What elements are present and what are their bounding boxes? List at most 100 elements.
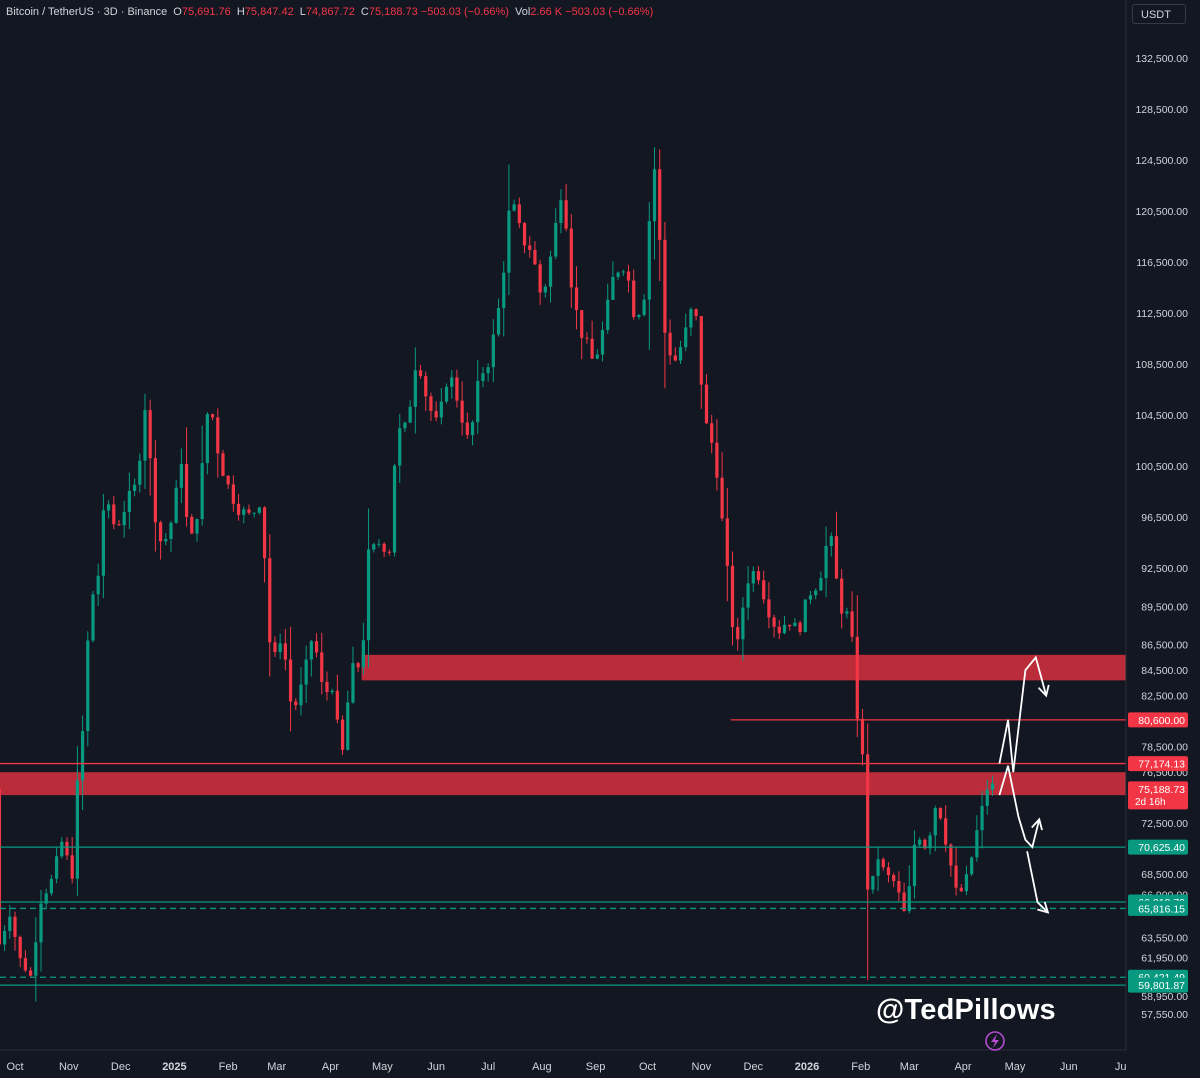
y-tick-label: 61,950.00 bbox=[1141, 953, 1188, 965]
candle bbox=[179, 448, 183, 504]
candle bbox=[699, 316, 703, 409]
candle bbox=[299, 667, 303, 716]
candle bbox=[814, 588, 818, 600]
candle bbox=[730, 551, 735, 646]
candle bbox=[158, 520, 163, 560]
resistance-zone-0[interactable] bbox=[361, 654, 1126, 681]
candle bbox=[86, 631, 90, 747]
y-tick-label: 58,950.00 bbox=[1141, 991, 1188, 1003]
x-tick-label: Oct bbox=[639, 1061, 656, 1073]
candle bbox=[782, 615, 787, 635]
candle bbox=[34, 917, 38, 1002]
candle bbox=[309, 639, 313, 677]
y-tick-label: 78,500.00 bbox=[1141, 742, 1188, 754]
candle bbox=[886, 862, 891, 883]
candle bbox=[720, 452, 724, 522]
candle bbox=[569, 214, 573, 308]
candle bbox=[138, 453, 142, 493]
candle bbox=[606, 283, 610, 334]
candle bbox=[392, 463, 397, 557]
resistance-zone-1[interactable] bbox=[0, 772, 1126, 796]
candle bbox=[470, 420, 475, 446]
candle bbox=[268, 534, 272, 677]
level-price-tag-0: 80,600.00 bbox=[1128, 712, 1188, 728]
x-tick-label: Feb bbox=[219, 1061, 238, 1073]
candle bbox=[736, 617, 740, 651]
candle bbox=[616, 271, 620, 280]
candle bbox=[860, 708, 865, 766]
candle bbox=[486, 363, 490, 382]
x-tick-label: 2026 bbox=[795, 1061, 819, 1073]
y-tick-label: 112,500.00 bbox=[1136, 308, 1188, 320]
candle bbox=[91, 590, 95, 643]
candle bbox=[678, 340, 683, 364]
candle bbox=[148, 399, 152, 496]
candle bbox=[112, 496, 116, 530]
candle bbox=[96, 563, 100, 606]
candle bbox=[54, 847, 59, 884]
high-value: 75,847.42 bbox=[244, 6, 294, 18]
candle bbox=[49, 874, 54, 896]
candle bbox=[907, 865, 911, 914]
candle bbox=[340, 715, 345, 755]
open-value: 75,691.76 bbox=[181, 6, 231, 18]
y-tick-label: 72,500.00 bbox=[1141, 818, 1188, 830]
candle bbox=[403, 421, 407, 433]
svg-text:59,801.87: 59,801.87 bbox=[1138, 980, 1185, 992]
volume-change: −503.03 (−0.66%) bbox=[565, 6, 654, 18]
candle bbox=[330, 688, 334, 695]
candle bbox=[585, 332, 589, 344]
candle bbox=[418, 364, 423, 379]
y-tick-label: 86,500.00 bbox=[1141, 640, 1188, 652]
y-tick-label: 116,500.00 bbox=[1136, 257, 1188, 269]
candle bbox=[756, 566, 761, 585]
candle bbox=[346, 690, 350, 751]
candle bbox=[918, 837, 922, 847]
candle bbox=[803, 599, 807, 633]
candle bbox=[80, 715, 85, 810]
x-tick-label: Feb bbox=[851, 1061, 870, 1073]
candle bbox=[2, 925, 7, 951]
candle bbox=[897, 871, 901, 902]
candle bbox=[60, 837, 64, 859]
candle bbox=[13, 911, 17, 951]
candle bbox=[938, 807, 943, 821]
candles-layer bbox=[0, 147, 995, 1002]
candle bbox=[871, 875, 875, 894]
candle bbox=[808, 590, 813, 605]
candle bbox=[970, 856, 974, 877]
candle bbox=[673, 347, 677, 362]
x-tick-label: Sep bbox=[586, 1061, 606, 1073]
candle bbox=[439, 388, 443, 425]
y-tick-label: 96,500.00 bbox=[1141, 512, 1188, 524]
candle bbox=[314, 633, 319, 658]
candle bbox=[710, 414, 714, 454]
candle bbox=[637, 313, 641, 320]
candle bbox=[335, 674, 339, 724]
y-axis[interactable]: 132,500.00 128,500.00 124,500.00 120,500.00… bbox=[1125, 0, 1200, 1078]
y-tick-label: 124,500.00 bbox=[1135, 155, 1188, 167]
candle bbox=[44, 888, 48, 910]
candle bbox=[377, 539, 381, 548]
high-label: H bbox=[236, 6, 245, 18]
candle bbox=[533, 241, 537, 266]
low-label: L bbox=[299, 6, 306, 18]
y-tick-label: 132,500.00 bbox=[1135, 53, 1188, 65]
candle bbox=[122, 500, 126, 538]
currency-button[interactable]: USDT bbox=[1132, 4, 1186, 24]
candle bbox=[361, 622, 365, 675]
x-axis[interactable]: Oct Nov Dec 2025 Feb Mar Apr May Jun Jul Aug Sep Oct… bbox=[0, 1049, 1127, 1073]
candle bbox=[465, 412, 469, 439]
candle bbox=[892, 872, 896, 888]
candle bbox=[590, 320, 594, 360]
y-tick-label: 92,500.00 bbox=[1141, 563, 1188, 575]
symbol-name[interactable]: Bitcoin / TetherUS · 3D · Binance bbox=[6, 6, 168, 18]
y-tick-label: 57,550.00 bbox=[1141, 1009, 1188, 1021]
candle bbox=[252, 512, 256, 518]
candle bbox=[574, 266, 579, 330]
volume-label: Vol bbox=[515, 6, 531, 18]
y-tick-label: 89,500.00 bbox=[1141, 601, 1188, 613]
candle bbox=[689, 307, 693, 336]
candle bbox=[964, 865, 969, 896]
